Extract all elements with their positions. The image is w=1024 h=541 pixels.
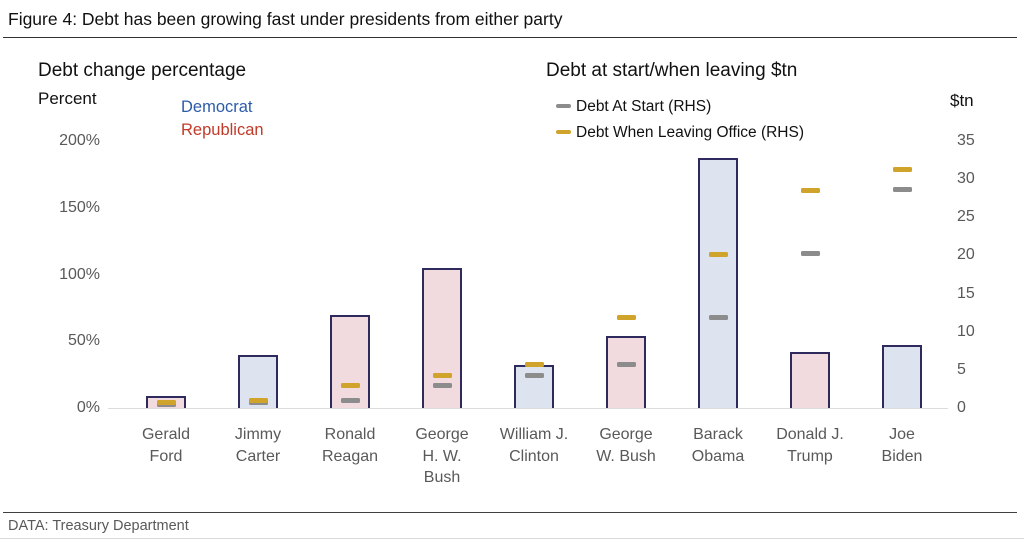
bar-ronald-reagan	[330, 314, 370, 408]
footer-divider	[3, 512, 1017, 513]
x-axis-label: William J. Clinton	[499, 426, 569, 465]
legend-item-democrat: Democrat	[181, 96, 264, 119]
bar-barack-obama	[698, 158, 738, 408]
democrat-legend-label: Democrat	[181, 98, 253, 116]
debt-when-leaving-marker	[432, 372, 452, 378]
debt-when-leaving-marker	[800, 188, 820, 194]
right-panel-heading: Debt at start/when leaving $tn	[546, 60, 798, 81]
right-axis-tick-label: 5	[957, 360, 966, 378]
debt-at-start-marker	[708, 315, 728, 321]
right-axis-tick-label: 20	[957, 246, 975, 264]
debt-at-start-marker	[616, 362, 636, 368]
right-axis-tick-label: 10	[957, 322, 975, 340]
bottom-border	[0, 538, 1024, 539]
x-axis-label: Jimmy Carter	[234, 426, 282, 465]
debt-at-start-marker	[340, 397, 360, 403]
rhs-legend: Debt At Start (RHS) Debt When Leaving Of…	[556, 94, 804, 146]
left-axis-tick-label: 50%	[67, 332, 100, 350]
left-axis-tick-label: 100%	[59, 265, 100, 283]
bar-joe-biden	[882, 345, 922, 408]
debt-when-leaving-marker	[340, 383, 360, 389]
gold-dash-icon	[556, 129, 571, 135]
gray-dash-icon	[556, 103, 571, 109]
left-panel-heading: Debt change percentage	[38, 60, 247, 81]
debt-at-start-marker	[432, 383, 452, 389]
data-source-note: DATA: Treasury Department	[8, 518, 189, 534]
debt-when-leaving-marker	[248, 397, 268, 403]
debt-when-leaving-marker	[524, 362, 544, 368]
x-axis-label: Donald J. Trump	[776, 426, 844, 465]
debt-at-start-marker	[524, 372, 544, 378]
right-axis-tick-label: 0	[957, 399, 966, 416]
x-axis-label: George H. W. Bush	[415, 426, 469, 486]
left-axis-unit-label: Percent	[38, 89, 97, 108]
right-axis-tick-label: 35	[957, 132, 975, 149]
x-axis-label: Ronald Reagan	[321, 426, 379, 465]
debt-when-leaving-marker	[616, 314, 636, 320]
republican-legend-label: Republican	[181, 121, 264, 139]
right-axis-tick-label: 25	[957, 208, 975, 226]
x-axis-label: Barack Obama	[691, 426, 745, 465]
title-underline	[3, 37, 1017, 38]
debt-when-leaving-marker	[708, 252, 728, 258]
left-axis-tick-label: 150%	[59, 198, 100, 216]
x-axis-label: Gerald Ford	[141, 426, 191, 465]
x-axis-label: George W. Bush	[596, 426, 656, 465]
bar-george-w-bush	[606, 335, 646, 408]
x-axis-line	[108, 408, 948, 409]
figure-title: Figure 4: Debt has been growing fast und…	[8, 9, 563, 29]
debt-at-start-legend-label: Debt At Start (RHS)	[576, 98, 712, 115]
bar-donald-j-trump	[790, 351, 830, 408]
right-axis-tick-label: 30	[957, 170, 975, 188]
debt-at-start-marker	[800, 251, 820, 257]
party-legend: Democrat Republican	[181, 96, 264, 142]
bar-william-j-clinton	[514, 365, 554, 408]
legend-item-republican: Republican	[181, 119, 264, 142]
right-axis-tick-label: 15	[957, 284, 975, 302]
legend-item-debt-when-leaving: Debt When Leaving Office (RHS)	[556, 120, 804, 146]
debt-at-start-marker	[892, 186, 912, 192]
left-axis-tick-label: 0%	[76, 399, 100, 416]
debt-when-leaving-marker	[892, 167, 912, 173]
legend-item-debt-at-start: Debt At Start (RHS)	[556, 94, 804, 120]
right-axis-unit-label: $tn	[950, 91, 974, 110]
debt-when-leaving-legend-label: Debt When Leaving Office (RHS)	[576, 124, 805, 141]
left-axis-tick-label: 200%	[59, 132, 100, 149]
x-axis-label: Joe Biden	[881, 426, 923, 465]
debt-when-leaving-marker	[156, 400, 176, 406]
